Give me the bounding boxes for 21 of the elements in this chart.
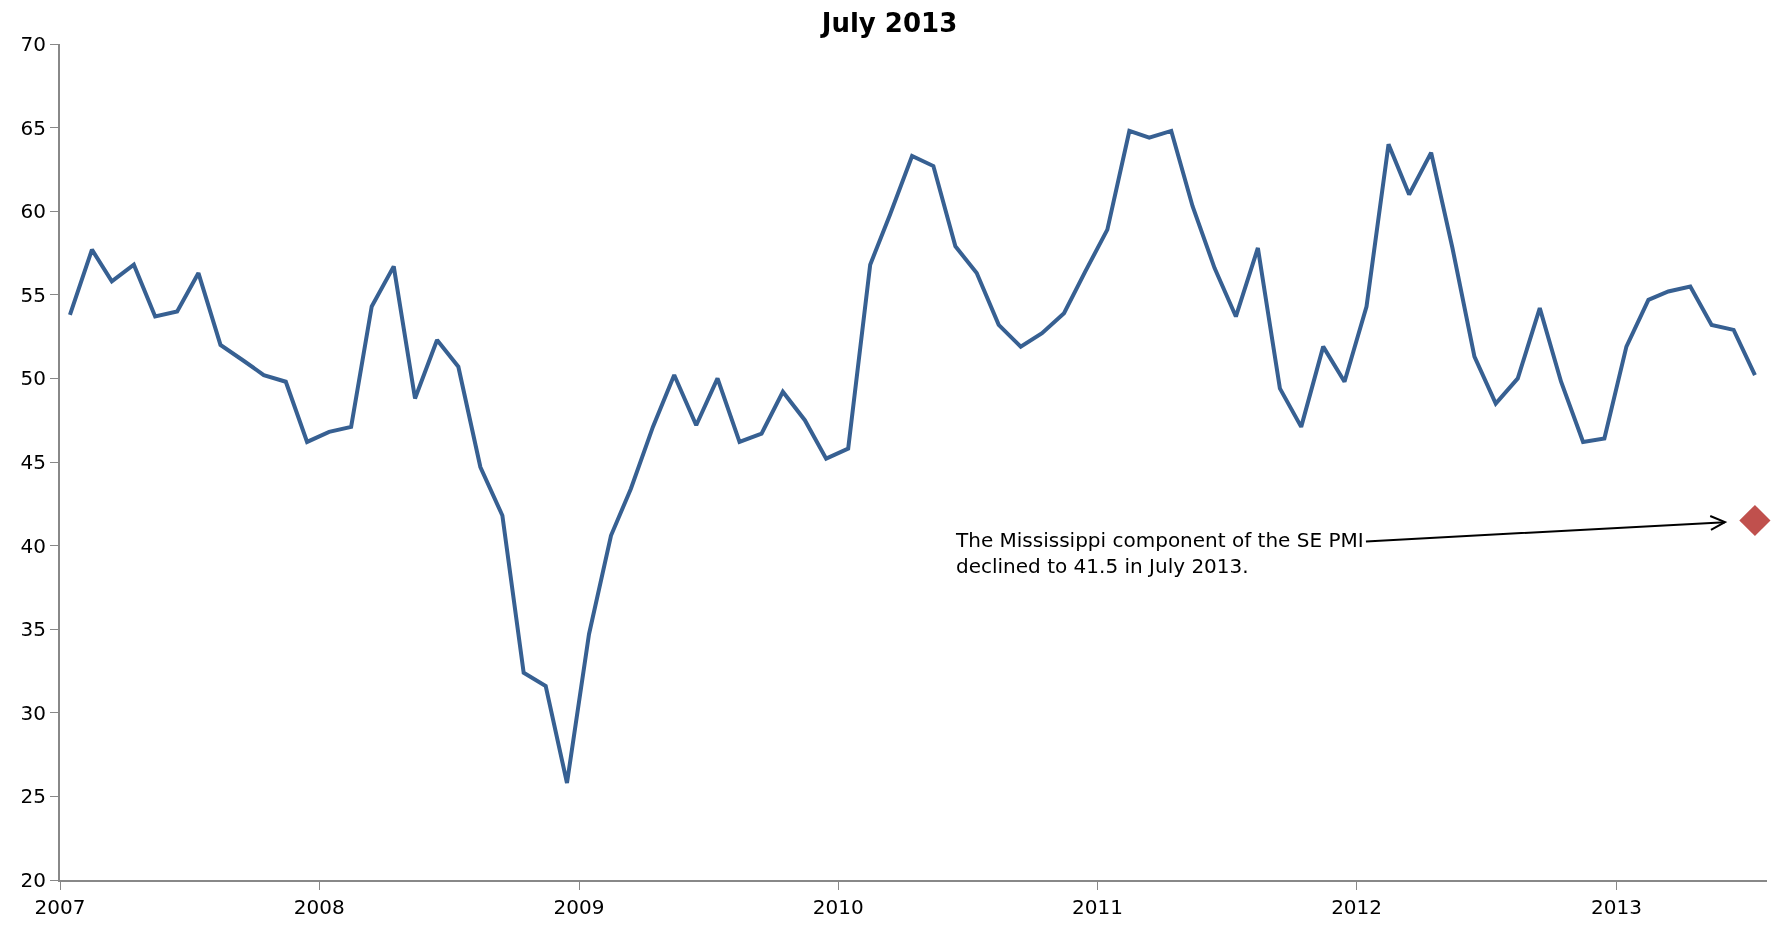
y-tick-label: 40 (20, 533, 46, 558)
x-tick-label: 2007 (34, 895, 86, 919)
x-tick-label: 2009 (553, 895, 605, 919)
y-tick-label: 70 (20, 32, 46, 56)
x-tick-label: 2010 (812, 895, 864, 919)
x-tick-label: 2011 (1071, 895, 1123, 919)
x-tick-label: 2008 (293, 895, 345, 919)
x-tick-label: 2013 (1591, 895, 1642, 919)
chart-title: July 2013 (819, 8, 958, 39)
y-tick-label: 35 (20, 617, 46, 642)
y-tick-label: 45 (20, 450, 46, 474)
y-tick-label: 25 (20, 784, 46, 809)
annotation: The Mississippi component of the SE PMI declined to 41.5 in July 2013. (955, 528, 1364, 578)
y-tick-label: 55 (20, 282, 46, 307)
x-tick-label: 2012 (1331, 895, 1383, 919)
y-tick-label: 20 (20, 868, 46, 892)
y-tick-label: 60 (20, 199, 46, 224)
y-tick-label: 65 (20, 115, 46, 140)
line-series (67, 128, 1757, 786)
y-tick-label: 30 (20, 700, 46, 725)
y-tick-label: 50 (20, 366, 46, 391)
